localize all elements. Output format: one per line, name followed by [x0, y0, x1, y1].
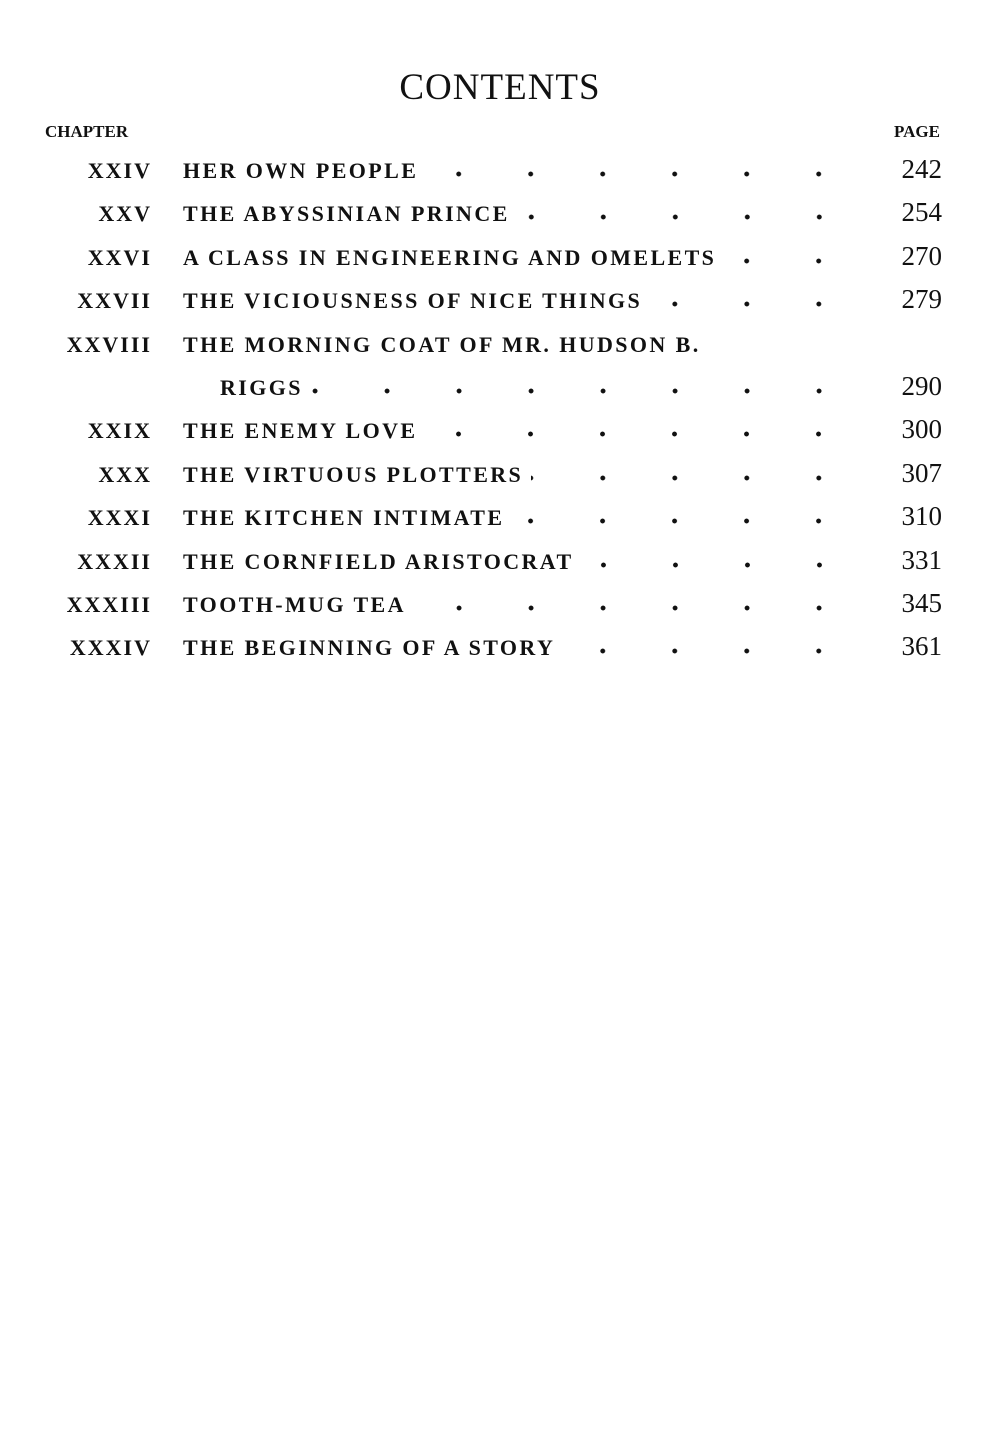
chapter-title: A CLASS IN ENGINEERING AND OMELETS	[183, 244, 717, 270]
page-number: 345	[901, 588, 943, 618]
chapter-title-line: THE ABYSSINIAN PRINCE	[183, 201, 855, 227]
chapter-number: XXIV	[87, 158, 152, 183]
chapter-title: TOOTH-MUG TEA	[183, 592, 406, 617]
dot-leader	[581, 560, 855, 569]
dot-leader	[517, 213, 855, 222]
chapter-number: XXVII	[77, 288, 152, 314]
chapter-number: XXXI	[87, 505, 152, 531]
chapter-title-line: THE MORNING COAT OF MR. HUDSON B.	[183, 332, 863, 358]
chapter-number: XXXIII	[66, 592, 152, 617]
page-title: CONTENTS	[399, 67, 601, 108]
chapter-number: XXVI	[87, 244, 152, 270]
chapter-title: THE CORNFIELD ARISTOCRAT	[183, 548, 574, 574]
chapter-title-line: THE VICIOUSNESS OF NICE THINGS	[183, 288, 855, 314]
dot-leader	[650, 300, 855, 309]
chapter-title: THE VICIOUSNESS OF NICE THINGS	[183, 288, 643, 314]
chapter-title: THE KITCHEN INTIMATE	[183, 505, 505, 531]
page-number: 310	[901, 501, 943, 532]
chapter-title-line: THE BEGINNING OF A STORY	[183, 635, 855, 661]
chapter-number: XXVIII	[66, 331, 152, 357]
chapter-title: THE ENEMY LOVE	[183, 418, 418, 444]
chapter-number: XXIX	[87, 418, 152, 444]
chapter-number: XXXII	[77, 548, 152, 574]
page-number: 300	[901, 414, 943, 445]
chapter-title: THE ABYSSINIAN PRINCE	[183, 201, 510, 227]
chapter-title-line: THE KITCHEN INTIMATE	[183, 505, 855, 531]
chapter-number: XXV	[98, 201, 152, 227]
chapter-title: THE BEGINNING OF A STORY	[183, 635, 556, 661]
dot-leader	[724, 256, 855, 265]
dot-leader	[563, 647, 855, 656]
chapter-title-line: THE CORNFIELD ARISTOCRAT	[183, 549, 855, 575]
page-number: 270	[901, 240, 943, 271]
chapter-title-line: TOOTH-MUG TEA	[183, 592, 855, 618]
chapter-title-line: THE ENEMY LOVE	[183, 418, 855, 444]
chapter-title: RIGGS	[220, 375, 303, 400]
page-number: 307	[901, 457, 943, 488]
page-number: 290	[901, 371, 943, 401]
chapter-number: XXX	[98, 461, 152, 487]
chapter-title-line: A CLASS IN ENGINEERING AND OMELETS	[183, 245, 855, 271]
page-number: 361	[901, 631, 943, 662]
chapter-title-line: RIGGS	[220, 375, 855, 401]
page-label: PAGE	[894, 122, 940, 141]
page-number: 331	[901, 544, 943, 575]
dot-leader	[426, 170, 855, 178]
chapter-title: THE MORNING COAT OF MR. HUDSON B.	[183, 331, 701, 357]
dot-leader	[425, 430, 855, 439]
chapter-title-line: HER OWN PEOPLE	[183, 158, 855, 184]
chapter-title-line: THE VIRTUOUS PLOTTERS	[183, 462, 855, 488]
chapter-number: XXXIV	[69, 635, 152, 661]
page-number: 279	[901, 284, 943, 315]
dot-leader	[531, 473, 855, 482]
dot-leader	[413, 604, 855, 612]
chapter-title: HER OWN PEOPLE	[183, 158, 419, 183]
chapter-label: CHAPTER	[45, 122, 129, 141]
page-number: 254	[901, 197, 943, 228]
page-number: 242	[901, 154, 943, 184]
dot-leader	[512, 517, 855, 526]
chapter-title: THE VIRTUOUS PLOTTERS	[183, 461, 524, 487]
dot-leader	[310, 387, 855, 395]
